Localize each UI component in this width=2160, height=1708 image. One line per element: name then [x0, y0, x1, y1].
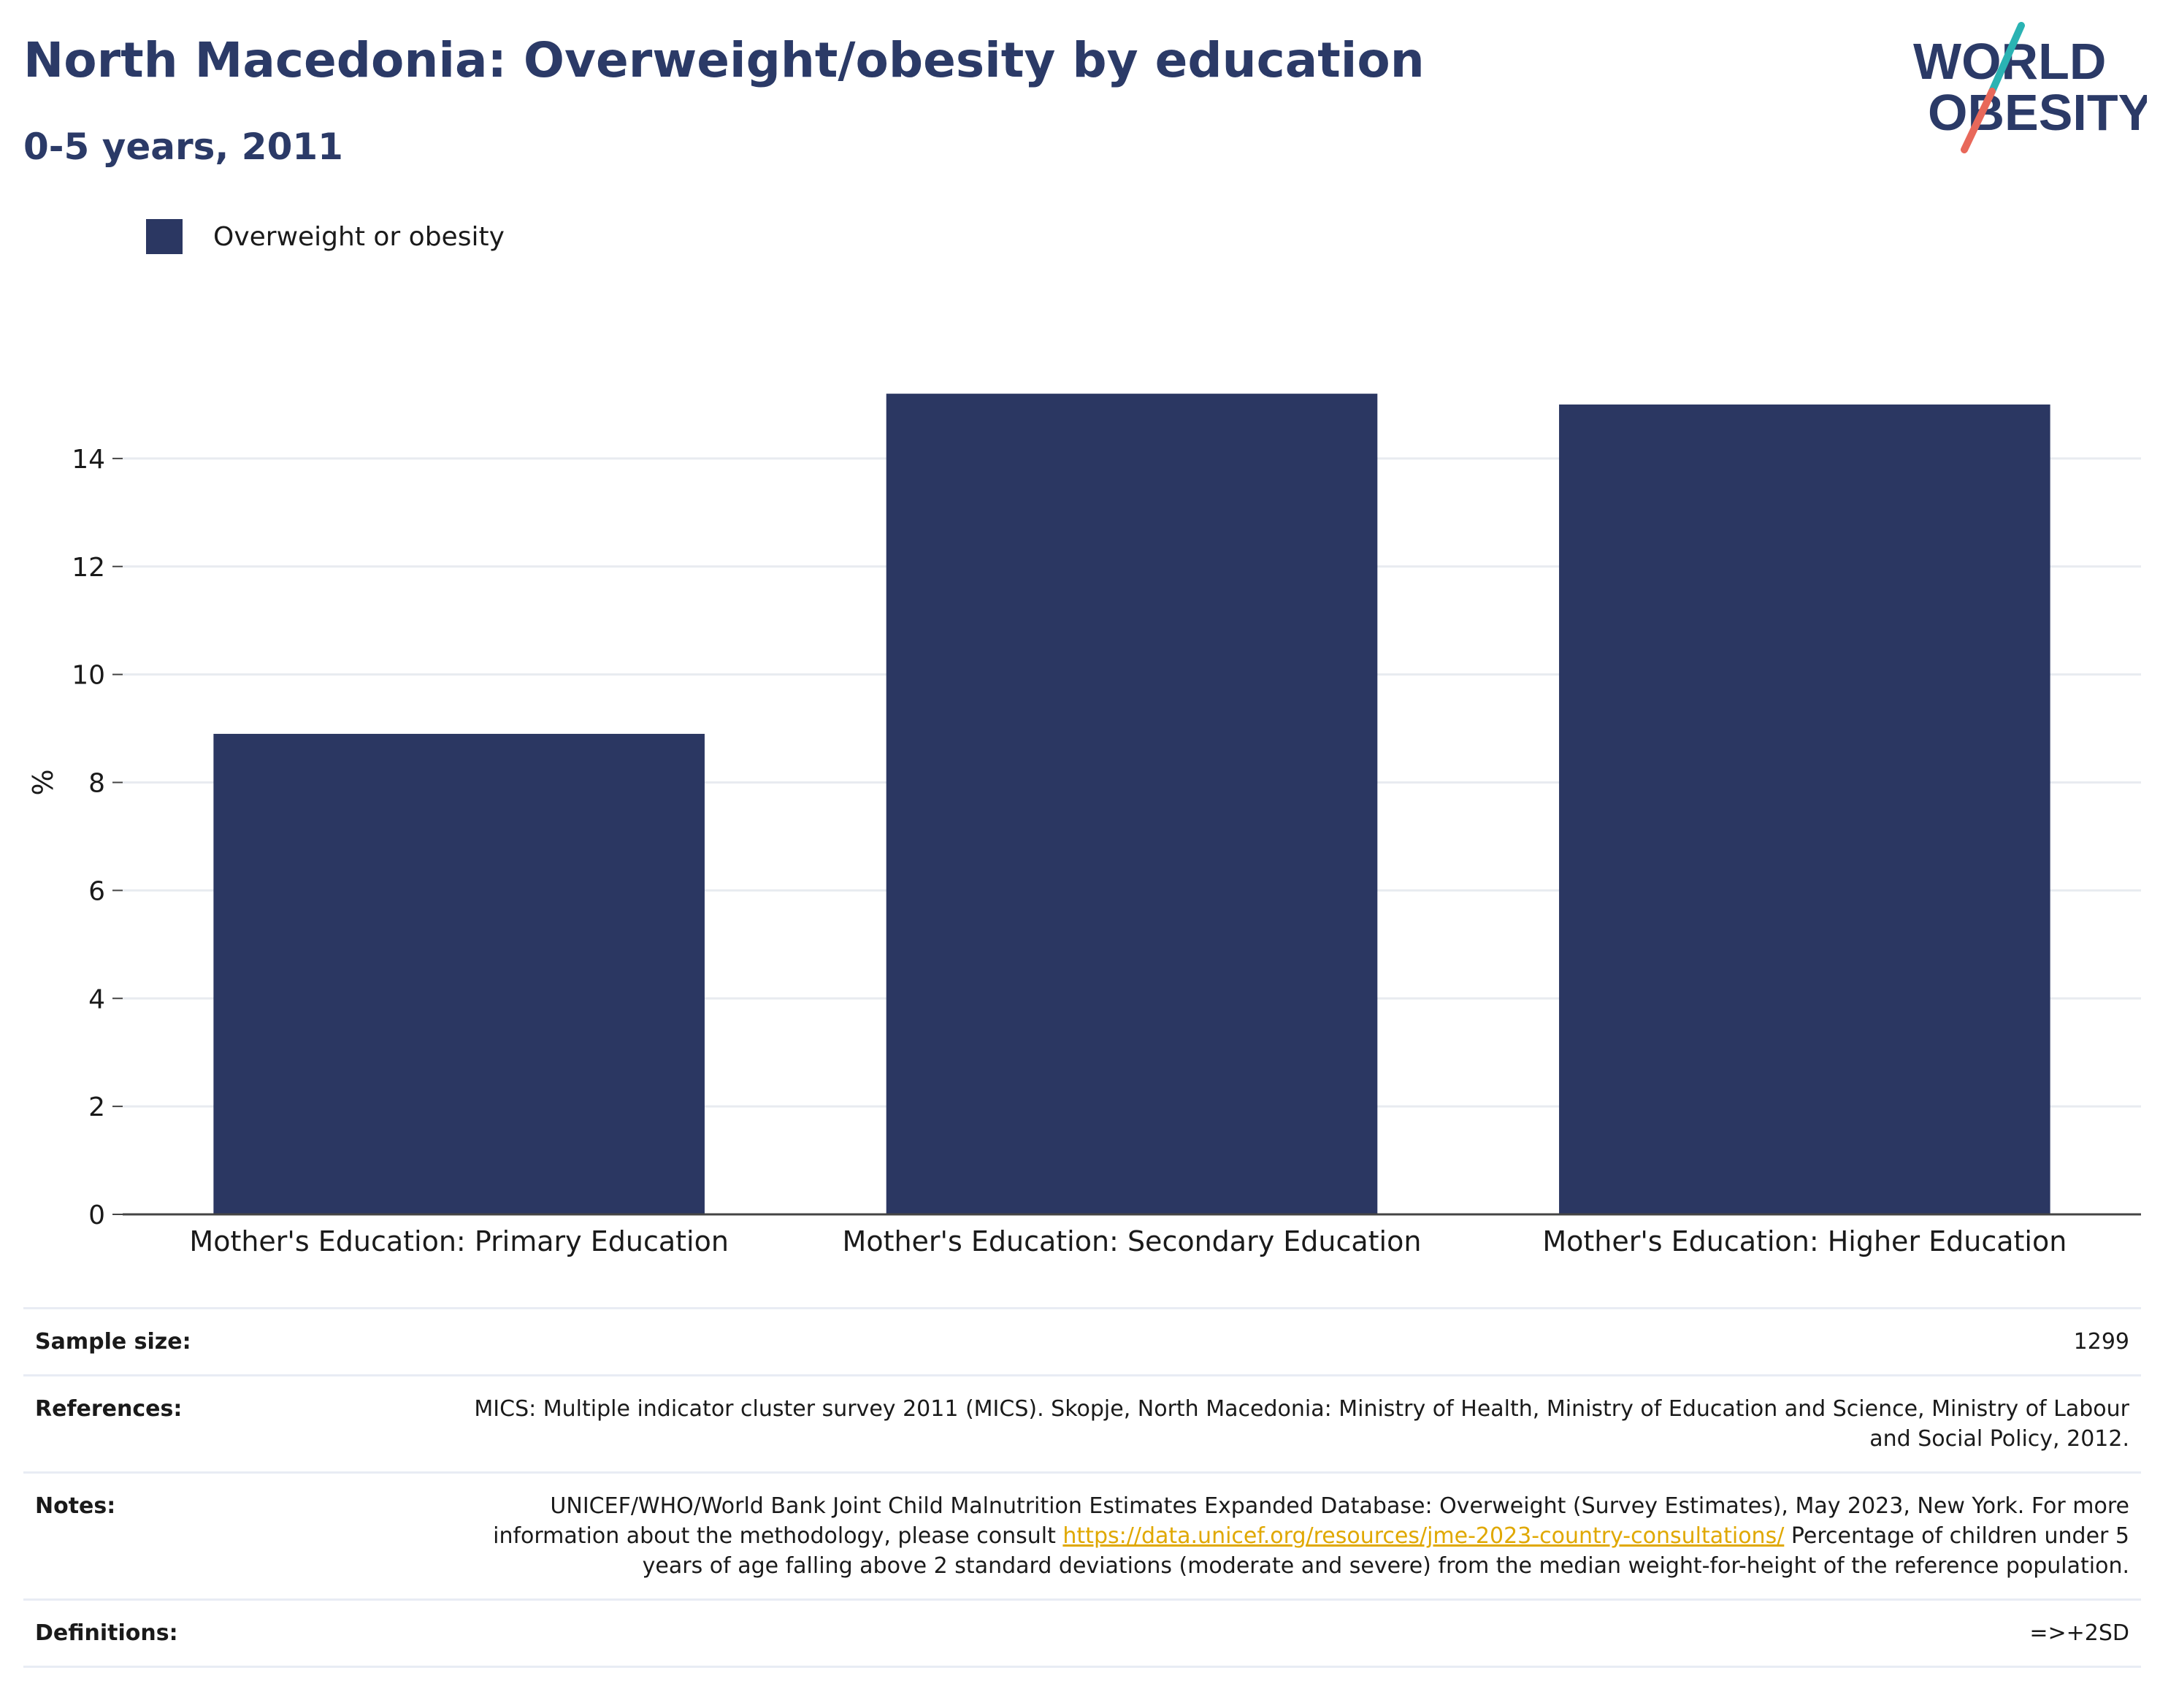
notes-value: UNICEF/WHO/World Bank Joint Child Malnut…	[450, 1491, 2129, 1581]
bar-chart: 0 2 4 6 8 10 12 14 Mother's Education: Primary E…	[27, 394, 2141, 1257]
logo-slash-bottom	[1961, 88, 1996, 153]
y-tick-label: 0	[88, 1200, 105, 1230]
definitions-row: Definitions: =>+2SD	[23, 1601, 2141, 1668]
sample-size-value: 1299	[2073, 1329, 2129, 1355]
notes-text-1: UNICEF/WHO/World Bank Joint Child Malnut…	[493, 1493, 2129, 1549]
legend-label: Overweight or obesity	[213, 221, 505, 252]
logo-text-obesity: OBESITY	[1928, 84, 2147, 141]
y-tick-label: 12	[72, 553, 105, 583]
y-axis-label: %	[27, 769, 59, 795]
legend-swatch	[146, 219, 183, 254]
references-row: References: MICS: Multiple indicator clu…	[23, 1376, 2141, 1474]
references-value: MICS: Multiple indicator cluster survey …	[474, 1396, 2129, 1452]
y-tick-label: 6	[88, 876, 105, 906]
definitions-label: Definitions:	[35, 1620, 178, 1646]
y-tick-label: 14	[72, 445, 105, 475]
logo-slash-top	[1988, 22, 2025, 95]
chart-title: North Macedonia: Overweight/obesity by e…	[23, 32, 1425, 88]
x-category-label: Mother's Education: Primary Education	[189, 1225, 729, 1257]
y-tick-label: 10	[72, 661, 105, 691]
info-table: Sample size: 1299 References: MICS: Mult…	[23, 1307, 2141, 1668]
world-obesity-logo: WORLD OBESITY	[1913, 22, 2147, 153]
notes-link[interactable]: https://data.unicef.org/resources/jme-20…	[1062, 1523, 1785, 1549]
x-category-label: Mother's Education: Higher Education	[1542, 1225, 2067, 1257]
logo-text-world: WORLD	[1913, 33, 2106, 90]
notes-text-2: Percentage of children under 5 years of …	[642, 1523, 2129, 1579]
sample-size-row: Sample size: 1299	[23, 1309, 2141, 1376]
definitions-value: =>+2SD	[2029, 1620, 2129, 1646]
bar[interactable]	[213, 733, 705, 1214]
y-tick-label: 8	[88, 769, 105, 799]
bar[interactable]	[886, 394, 1378, 1214]
y-tick-label: 2	[88, 1092, 105, 1122]
chart-legend[interactable]: Overweight or obesity	[146, 219, 505, 254]
chart-subtitle: 0-5 years, 2011	[23, 126, 343, 168]
x-category-label: Mother's Education: Secondary Education	[843, 1225, 1422, 1257]
notes-row: Notes: UNICEF/WHO/World Bank Joint Child…	[23, 1474, 2141, 1601]
y-tick-label: 4	[88, 984, 105, 1014]
references-label: References:	[35, 1396, 183, 1422]
notes-label: Notes:	[35, 1493, 116, 1519]
bar[interactable]	[1559, 404, 2050, 1214]
sample-size-label: Sample size:	[35, 1329, 191, 1355]
